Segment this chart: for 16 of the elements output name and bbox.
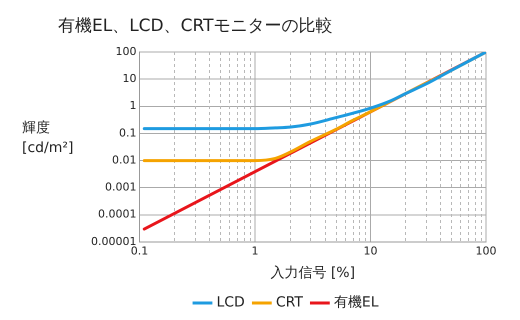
y-axis-title: 輝度 [cd/m²] <box>22 119 74 158</box>
x-axis-title: 入力信号 [%] <box>270 265 356 282</box>
legend-label: CRT <box>276 294 304 311</box>
y-tick-label: 0.1 <box>118 126 136 140</box>
x-tick-label: 100 <box>476 244 496 258</box>
y-tick-label: 10 <box>122 72 136 85</box>
chart-title: 有機EL、LCD、CRTモニターの比較 <box>58 15 332 37</box>
y-tick-label: 1 <box>129 99 136 112</box>
x-tick-label: 10 <box>363 244 378 258</box>
y-tick-label: 100 <box>115 44 136 58</box>
y-tick-label: 0.0001 <box>98 208 136 221</box>
legend-label: 有機EL <box>334 294 379 311</box>
y-tick-label: 0.01 <box>112 153 136 166</box>
x-tick-label: 1 <box>251 244 258 258</box>
legend-label: LCD <box>216 294 245 311</box>
y-tick-label: 0.001 <box>104 180 136 194</box>
